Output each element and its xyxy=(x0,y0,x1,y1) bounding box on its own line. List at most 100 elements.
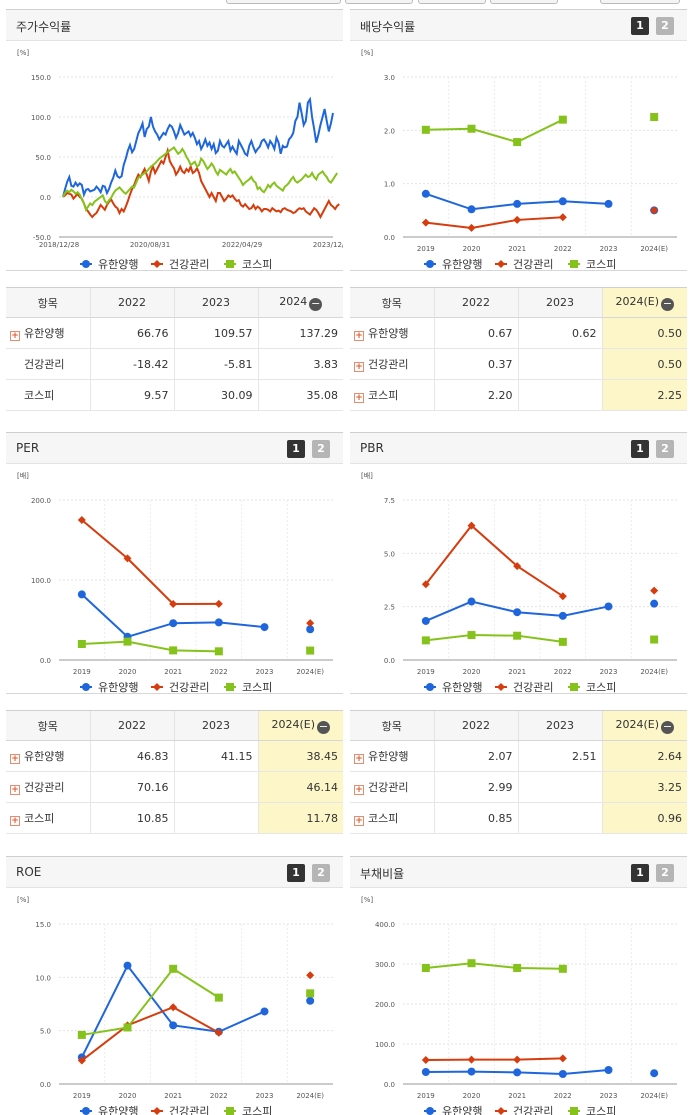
expand-plus-icon[interactable]: + xyxy=(10,816,20,826)
data-point[interactable] xyxy=(650,586,659,595)
legend-marker[interactable] xyxy=(497,260,505,268)
legend-marker[interactable] xyxy=(82,260,90,268)
expand-plus-icon[interactable]: + xyxy=(354,393,364,403)
data-point[interactable] xyxy=(77,516,86,524)
data-point[interactable] xyxy=(558,213,567,222)
data-point[interactable] xyxy=(306,646,315,655)
data-point[interactable] xyxy=(650,1069,659,1078)
data-point[interactable] xyxy=(513,631,522,640)
expand-plus-icon[interactable]: + xyxy=(354,754,364,764)
data-point[interactable] xyxy=(421,125,430,134)
legend-marker[interactable] xyxy=(153,683,161,691)
legend-marker[interactable] xyxy=(426,1107,434,1115)
expand-plus-icon[interactable]: + xyxy=(10,331,20,341)
legend-marker[interactable] xyxy=(226,1107,234,1115)
data-point[interactable] xyxy=(467,631,476,640)
data-point[interactable] xyxy=(650,635,659,644)
period-button-2[interactable]: 2 xyxy=(312,864,330,882)
data-point[interactable] xyxy=(214,618,223,627)
data-point[interactable] xyxy=(169,600,178,608)
data-point[interactable] xyxy=(513,608,522,617)
data-point[interactable] xyxy=(558,1054,567,1063)
data-point[interactable] xyxy=(467,521,476,530)
data-point[interactable] xyxy=(558,115,567,124)
data-point[interactable] xyxy=(467,1055,476,1064)
data-point[interactable] xyxy=(123,637,132,646)
data-point[interactable] xyxy=(306,619,315,628)
data-point[interactable] xyxy=(513,1055,522,1064)
data-point[interactable] xyxy=(306,989,315,998)
data-point[interactable] xyxy=(214,647,223,656)
legend-marker[interactable] xyxy=(426,683,434,691)
data-point[interactable] xyxy=(558,637,567,646)
period-button-1[interactable]: 1 xyxy=(631,440,649,458)
legend-marker[interactable] xyxy=(570,260,578,268)
data-point[interactable] xyxy=(77,590,86,599)
collapse-icon[interactable]: − xyxy=(309,296,323,311)
data-point[interactable] xyxy=(77,1030,86,1039)
data-point[interactable] xyxy=(421,1056,430,1064)
data-point[interactable] xyxy=(467,124,476,133)
legend-marker[interactable] xyxy=(570,683,578,691)
legend-marker[interactable] xyxy=(153,260,161,268)
expand-plus-icon[interactable]: + xyxy=(10,754,20,764)
legend-marker[interactable] xyxy=(226,683,234,691)
data-point[interactable] xyxy=(260,623,269,632)
expand-plus-icon[interactable]: + xyxy=(354,816,364,826)
period-button-2[interactable]: 2 xyxy=(656,17,674,35)
legend-marker[interactable] xyxy=(426,260,434,268)
period-button-1[interactable]: 1 xyxy=(287,864,305,882)
legend-marker[interactable] xyxy=(570,1107,578,1115)
data-point[interactable] xyxy=(604,199,613,208)
period-button-2[interactable]: 2 xyxy=(656,440,674,458)
expand-plus-icon[interactable]: + xyxy=(354,331,364,341)
data-point[interactable] xyxy=(77,640,86,648)
data-point[interactable] xyxy=(169,1021,178,1030)
data-point[interactable] xyxy=(558,964,567,973)
data-point[interactable] xyxy=(421,616,430,625)
data-point[interactable] xyxy=(604,602,613,611)
data-point[interactable] xyxy=(558,611,567,620)
legend-marker[interactable] xyxy=(82,683,90,691)
legend-marker[interactable] xyxy=(226,260,234,268)
data-point[interactable] xyxy=(467,205,476,214)
data-point[interactable] xyxy=(123,1023,132,1032)
data-point[interactable] xyxy=(169,646,178,655)
data-point[interactable] xyxy=(77,1056,86,1065)
period-button-2[interactable]: 2 xyxy=(656,864,674,882)
data-point[interactable] xyxy=(123,554,132,563)
data-point[interactable] xyxy=(558,592,567,601)
period-button-1[interactable]: 1 xyxy=(631,864,649,882)
data-point[interactable] xyxy=(513,562,522,571)
data-point[interactable] xyxy=(513,199,522,208)
data-point[interactable] xyxy=(169,1003,178,1012)
data-point[interactable] xyxy=(421,189,430,198)
data-point[interactable] xyxy=(169,619,178,628)
data-point[interactable] xyxy=(306,971,315,980)
data-point[interactable] xyxy=(467,959,476,968)
period-button-1[interactable]: 1 xyxy=(287,440,305,458)
legend-marker[interactable] xyxy=(153,1107,161,1115)
top-tab-button[interactable] xyxy=(490,0,558,4)
data-point[interactable] xyxy=(467,597,476,606)
data-point[interactable] xyxy=(558,197,567,206)
collapse-icon[interactable]: − xyxy=(661,296,675,311)
data-point[interactable] xyxy=(214,993,223,1002)
top-tab-button[interactable] xyxy=(345,0,413,4)
data-point[interactable] xyxy=(169,964,178,973)
data-point[interactable] xyxy=(421,1068,430,1076)
period-button-2[interactable]: 2 xyxy=(312,440,330,458)
data-point[interactable] xyxy=(260,1007,269,1016)
data-point[interactable] xyxy=(214,599,223,608)
collapse-icon[interactable]: − xyxy=(317,719,331,734)
data-point[interactable] xyxy=(650,113,659,121)
data-point[interactable] xyxy=(123,961,132,970)
data-point[interactable] xyxy=(214,1028,223,1037)
data-point[interactable] xyxy=(513,1068,522,1077)
data-point[interactable] xyxy=(604,1066,613,1074)
expand-plus-icon[interactable]: + xyxy=(354,785,364,795)
legend-marker[interactable] xyxy=(82,1107,90,1115)
data-point[interactable] xyxy=(513,215,522,224)
data-point[interactable] xyxy=(650,599,659,608)
data-point[interactable] xyxy=(421,218,430,227)
